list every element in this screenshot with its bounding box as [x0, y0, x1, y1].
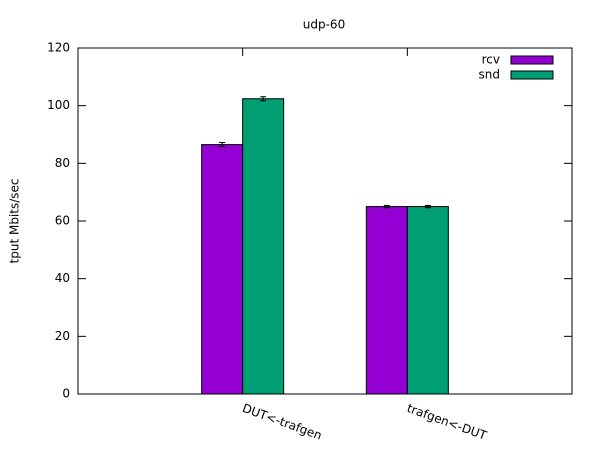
y-tick-label: 120 [47, 41, 70, 55]
y-tick-label: 60 [55, 214, 70, 228]
plot-frame [77, 47, 573, 395]
legend-swatch [510, 55, 554, 65]
bar [201, 144, 244, 395]
bar [365, 206, 408, 395]
legend-label: snd [479, 68, 500, 82]
error-bar [424, 204, 431, 209]
y-tick-label: 20 [55, 329, 70, 343]
bar [242, 98, 285, 395]
y-tick-label: 100 [47, 98, 70, 112]
y-tick-label: 40 [55, 271, 70, 285]
chart-title: udp-60 [303, 18, 345, 32]
error-bar [383, 204, 390, 209]
error-bar [219, 142, 226, 148]
y-tick-label: 80 [55, 156, 70, 170]
y-tick-label: 0 [62, 387, 70, 401]
legend-swatch [510, 70, 554, 80]
error-bar [260, 96, 267, 102]
y-axis-label: tput Mbits/sec [8, 179, 22, 264]
legend-label: rcv [482, 53, 500, 67]
bar [406, 206, 449, 395]
